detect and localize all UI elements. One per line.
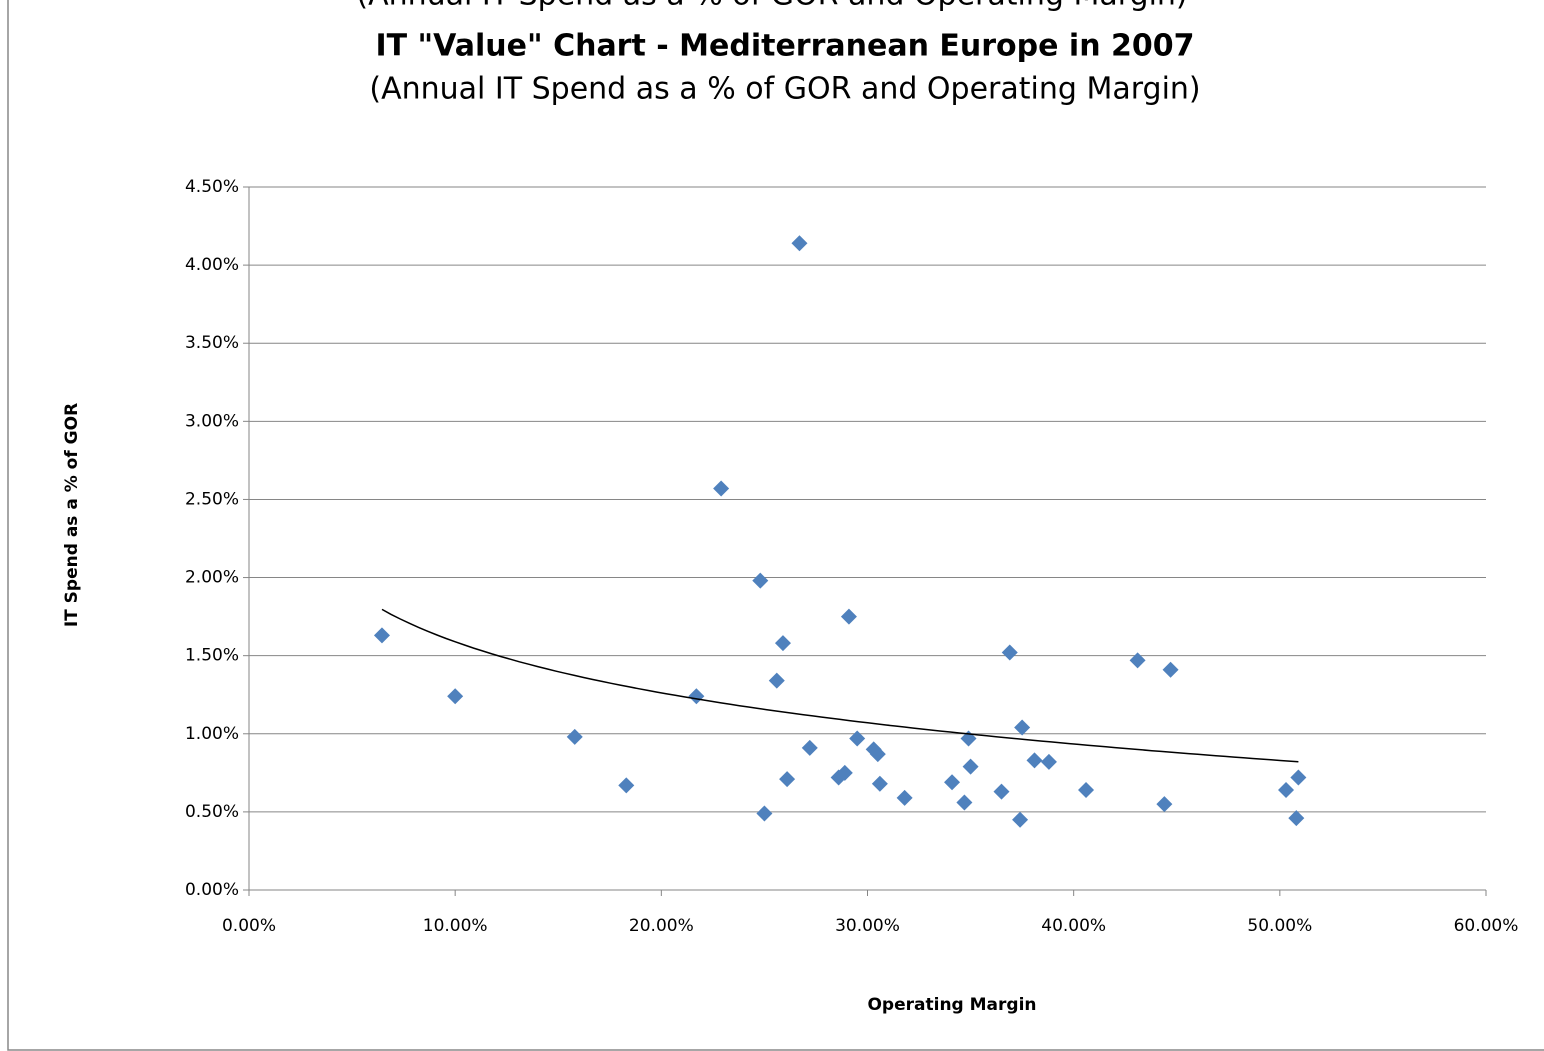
y-tick-label: 2.00%: [185, 568, 239, 588]
scatter-point: [1156, 796, 1173, 813]
scatter-point: [871, 775, 888, 792]
scatter-point: [373, 627, 390, 644]
scatter-point: [756, 805, 773, 822]
scatter-point: [944, 774, 961, 791]
scatter-point: [1162, 661, 1179, 678]
x-axis-label: Operating Margin: [867, 995, 1036, 1015]
scatter-point: [836, 764, 853, 781]
scatter-point: [1012, 811, 1029, 828]
scatter-point: [566, 728, 583, 745]
scatter-point: [447, 688, 464, 705]
y-tick-label: 1.50%: [185, 646, 239, 666]
scatter-point: [840, 608, 857, 625]
scatter-point: [1014, 719, 1031, 736]
scatter-point: [752, 572, 769, 589]
y-tick-label: 3.00%: [185, 411, 239, 431]
x-tick-label: 20.00%: [629, 916, 694, 936]
chart-title: IT "Value" Chart - Mediterranean Europe …: [375, 29, 1194, 64]
scatter-point: [956, 794, 973, 811]
scatter-point: [1026, 752, 1043, 769]
scatter-point: [869, 746, 886, 763]
x-tick-label: 50.00%: [1247, 916, 1312, 936]
x-tick-label: 40.00%: [1041, 916, 1106, 936]
y-axis-label: IT Spend as a % of GOR: [62, 403, 82, 627]
y-tick-label: 0.00%: [185, 880, 239, 900]
scatter-point: [768, 672, 785, 689]
scatter-point: [1288, 810, 1305, 827]
scatter-point: [1001, 644, 1018, 661]
scatter-point: [801, 739, 818, 756]
y-tick-label: 4.00%: [185, 255, 239, 275]
scatter-point: [791, 235, 808, 252]
scatter-point: [1078, 782, 1095, 799]
clipped-subtitle: (Annual IT Spend as a % of GOR and Opera…: [356, 0, 1187, 13]
scatter-point: [1040, 753, 1057, 770]
x-tick-label: 60.00%: [1454, 916, 1519, 936]
y-tick-label: 4.50%: [185, 177, 239, 197]
trendline: [381, 608, 1299, 763]
scatter-point: [713, 480, 730, 497]
scatter-point: [849, 730, 866, 747]
chart-frame: [7, 0, 1544, 1051]
scatter-point: [779, 771, 796, 788]
scatter-point: [896, 789, 913, 806]
y-tick-label: 1.00%: [185, 724, 239, 744]
x-tick-label: 30.00%: [835, 916, 900, 936]
scatter-point: [993, 783, 1010, 800]
x-tick-label: 10.00%: [423, 916, 488, 936]
y-tick-label: 3.50%: [185, 333, 239, 353]
scatter-point: [1290, 769, 1307, 786]
y-tick-label: 2.50%: [185, 489, 239, 509]
scatter-point: [1129, 652, 1146, 669]
scatter-point: [688, 688, 705, 705]
scatter-point: [774, 635, 791, 652]
scatter-point: [962, 758, 979, 775]
scatter-point: [618, 777, 635, 794]
y-tick-label: 0.50%: [185, 802, 239, 822]
x-tick-label: 0.00%: [222, 916, 276, 936]
chart-subtitle: (Annual IT Spend as a % of GOR and Opera…: [369, 72, 1200, 107]
scatter-point: [1278, 782, 1295, 799]
